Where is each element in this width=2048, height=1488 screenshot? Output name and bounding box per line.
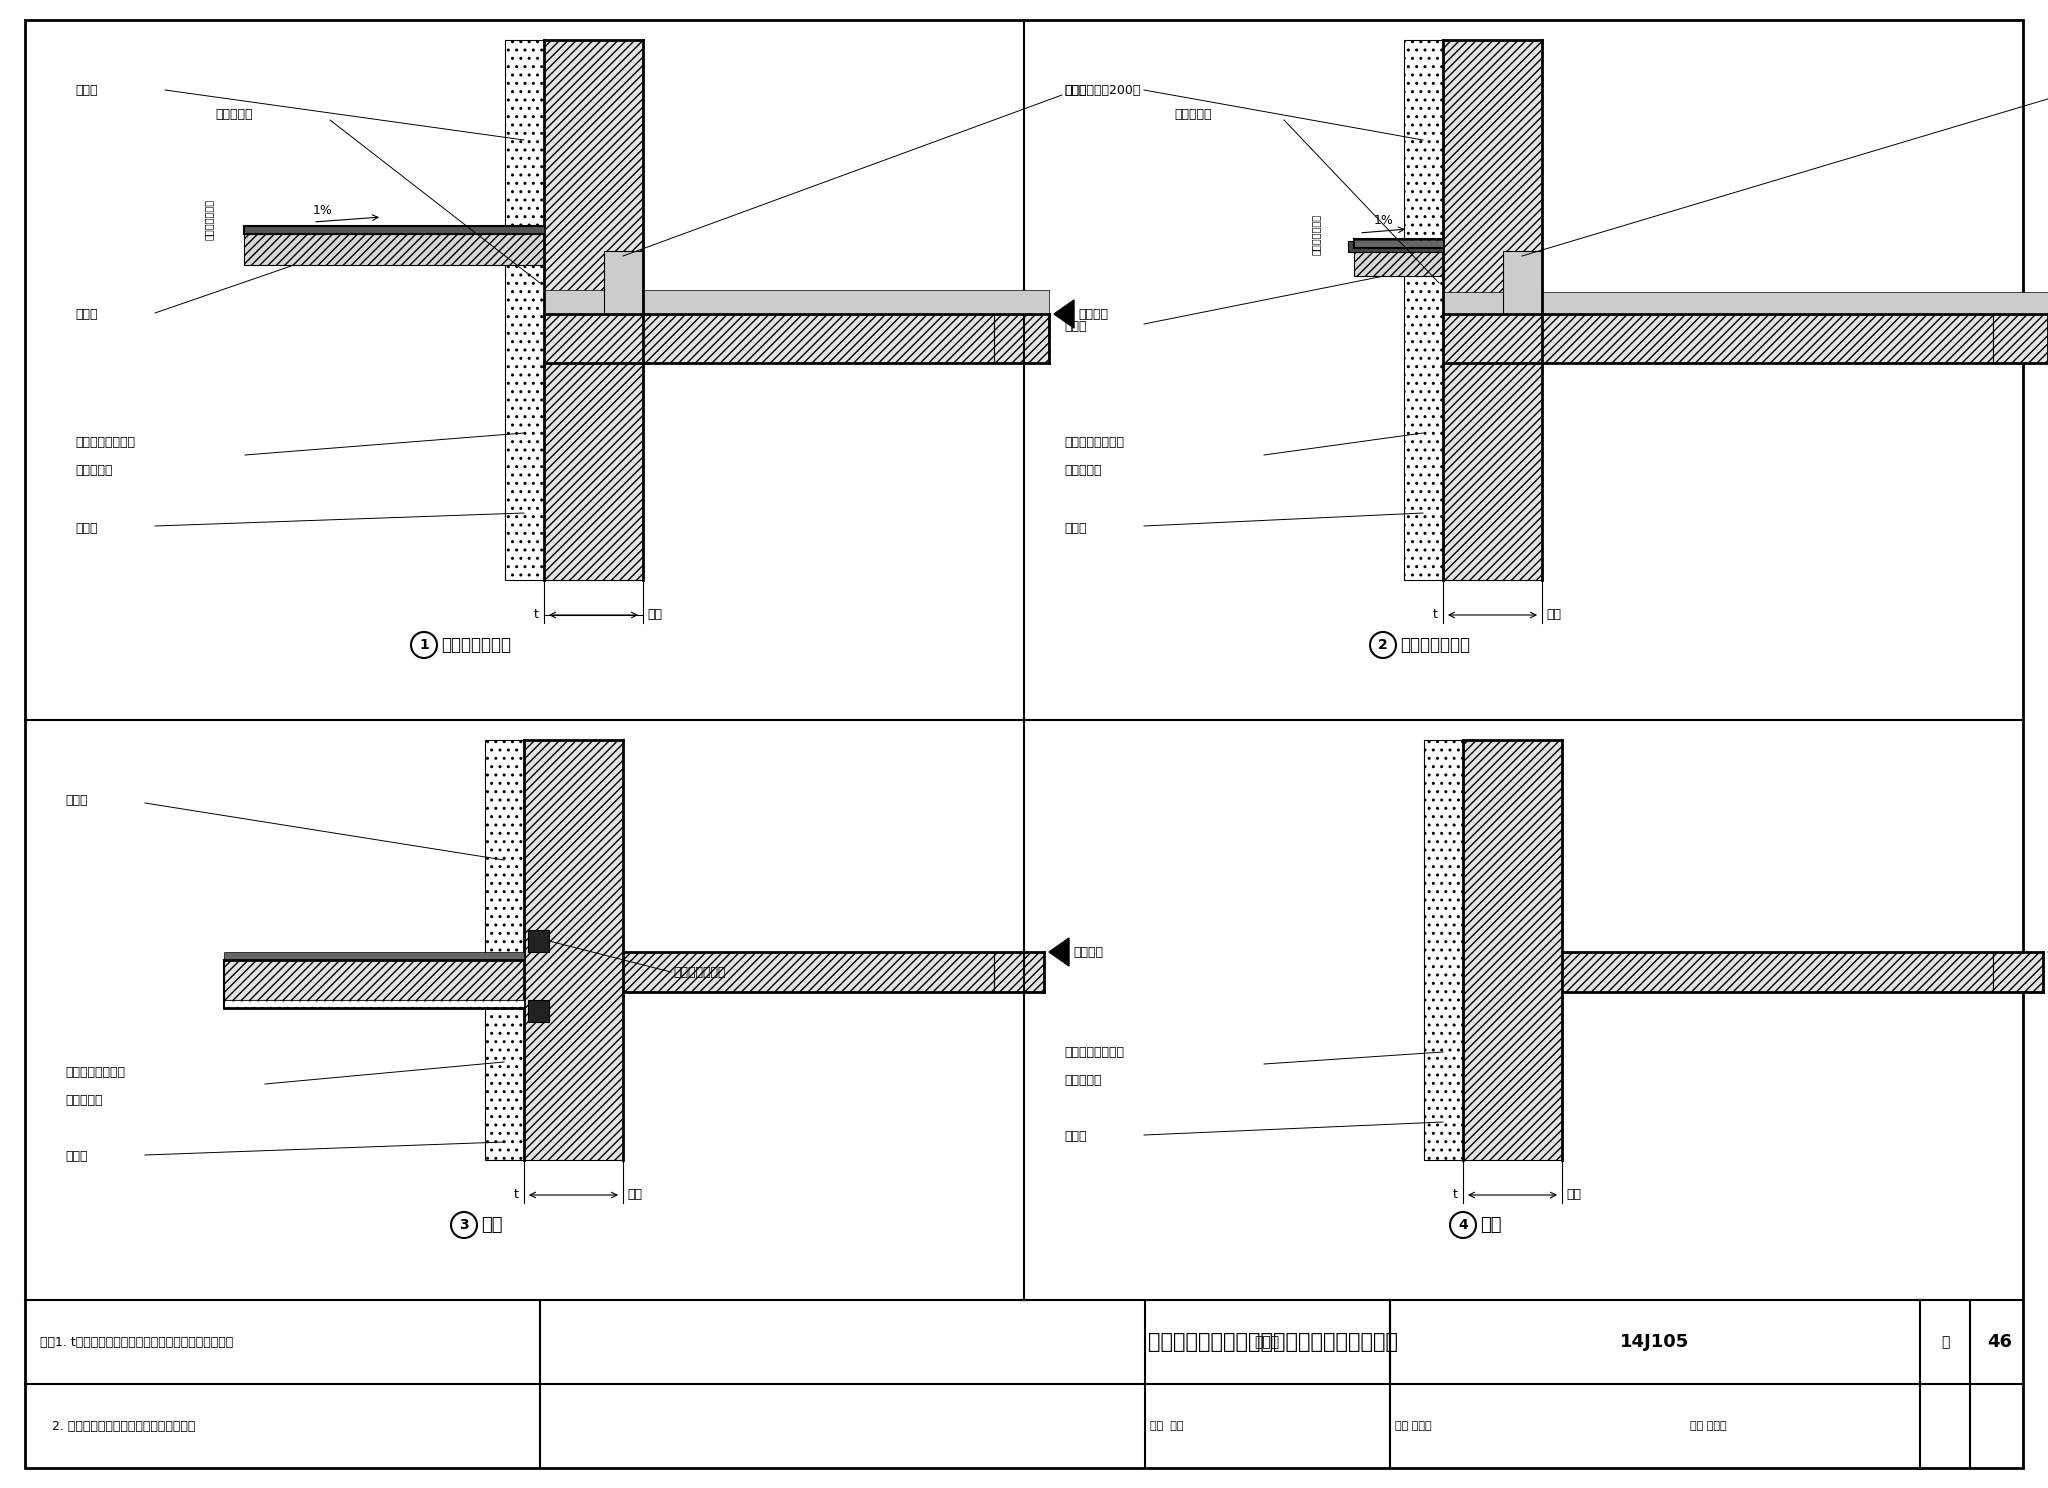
Bar	[506, 40, 545, 580]
Bar	[1444, 292, 2048, 314]
Text: 保温层: 保温层	[66, 1150, 88, 1164]
Text: 按工程设计做法: 按工程设计做法	[205, 198, 213, 240]
Bar	[1354, 248, 1444, 275]
Bar	[528, 930, 549, 952]
Bar	[1405, 40, 1444, 580]
Text: 46: 46	[1987, 1333, 2013, 1351]
Text: 1%: 1%	[1374, 214, 1395, 228]
Text: 排水管: 排水管	[1065, 320, 1087, 332]
Text: t: t	[1434, 609, 1438, 622]
Bar	[1444, 314, 1993, 363]
Text: 保温层: 保温层	[66, 793, 88, 806]
Text: 保温层: 保温层	[1065, 521, 1087, 534]
Text: 外保温墙体空调室外机搁板、阳台、楼板构造: 外保温墙体空调室外机搁板、阳台、楼板构造	[1149, 1332, 1399, 1353]
Text: 14J105: 14J105	[1620, 1333, 1690, 1351]
Text: 按工程设计: 按工程设计	[1065, 464, 1102, 478]
Circle shape	[451, 1213, 477, 1238]
Text: 防水与外饰面做法: 防水与外饰面做法	[1065, 1046, 1124, 1058]
Bar	[528, 1000, 549, 1022]
Text: 墙厚: 墙厚	[1546, 609, 1561, 622]
Text: 墙厚: 墙厚	[647, 609, 662, 622]
Text: 空调室外机搁板: 空调室外机搁板	[440, 635, 512, 655]
Text: 图集号: 图集号	[1255, 1335, 1280, 1350]
Text: 4: 4	[1458, 1219, 1468, 1232]
Polygon shape	[1055, 301, 1073, 327]
Bar	[993, 952, 1044, 992]
Text: t: t	[1454, 1189, 1458, 1201]
Text: 防水与外饰面做法: 防水与外饰面做法	[1065, 436, 1124, 449]
Text: 防水与外饰面做法: 防水与外饰面做法	[66, 1065, 125, 1079]
Bar	[545, 40, 643, 580]
Text: 排水管: 排水管	[76, 308, 98, 321]
Bar	[1444, 40, 1542, 580]
Bar	[524, 740, 623, 1161]
Bar	[1423, 740, 1462, 1161]
Text: 按工程设计: 按工程设计	[1065, 1073, 1102, 1086]
Bar	[623, 952, 993, 992]
Text: 1%: 1%	[313, 204, 334, 216]
Bar	[485, 740, 524, 1161]
Text: 按工程设计: 按工程设计	[1174, 109, 1212, 122]
Text: 空调室外机搁板: 空调室外机搁板	[1401, 635, 1470, 655]
Text: 1: 1	[420, 638, 428, 652]
Bar	[1563, 952, 1993, 992]
Text: 保温层: 保温层	[76, 521, 98, 534]
Text: 2: 2	[1378, 638, 1389, 652]
Text: 楼面标高: 楼面标高	[1073, 945, 1104, 958]
Text: 墙厚: 墙厚	[1567, 1189, 1581, 1201]
Bar	[545, 314, 993, 363]
Circle shape	[1450, 1213, 1477, 1238]
Text: t: t	[514, 1189, 518, 1201]
Text: 设计 李文鹏: 设计 李文鹏	[1690, 1421, 1726, 1431]
Text: 注：1. t为保温层厚度，可参考本图集热工性能表选用。: 注：1. t为保温层厚度，可参考本图集热工性能表选用。	[41, 1336, 233, 1348]
Bar	[1503, 251, 1542, 314]
Polygon shape	[1049, 937, 1069, 966]
Bar	[1993, 952, 2044, 992]
Text: 墙厚: 墙厚	[627, 1189, 641, 1201]
Text: 楼面标高: 楼面标高	[1077, 308, 1108, 320]
Text: 楼板: 楼板	[1481, 1216, 1501, 1234]
Text: 素混凝土翻边200高: 素混凝土翻边200高	[1065, 83, 1141, 97]
Bar	[223, 952, 524, 960]
Bar	[1354, 240, 1444, 248]
Text: 按工程设计: 按工程设计	[66, 1094, 102, 1107]
Text: 页: 页	[1942, 1335, 1950, 1350]
Bar	[1348, 241, 1444, 251]
Bar	[244, 234, 545, 265]
Bar	[604, 251, 643, 314]
Bar	[1462, 740, 1563, 1161]
Text: 审核  葛坚: 审核 葛坚	[1151, 1421, 1184, 1431]
Text: 2. 阳台、空调搁板防水做法按工程设计。: 2. 阳台、空调搁板防水做法按工程设计。	[41, 1420, 195, 1433]
Bar	[993, 314, 1049, 363]
Bar	[1993, 314, 2048, 363]
Circle shape	[412, 632, 436, 658]
Bar	[223, 1000, 524, 1007]
Text: 防水与外饰面做法: 防水与外饰面做法	[76, 436, 135, 449]
Bar	[223, 960, 524, 1000]
Text: t: t	[535, 609, 539, 622]
Text: 发泡聚氨酯灌缝: 发泡聚氨酯灌缝	[674, 966, 725, 979]
Text: 校对 金建明: 校对 金建明	[1395, 1421, 1432, 1431]
Bar	[244, 226, 545, 234]
Circle shape	[1370, 632, 1397, 658]
Text: 阳台: 阳台	[481, 1216, 502, 1234]
Text: 按工程设计: 按工程设计	[76, 464, 113, 478]
Text: 按工程设计: 按工程设计	[215, 109, 252, 122]
Text: 3: 3	[459, 1219, 469, 1232]
Bar	[545, 290, 1049, 314]
Text: 保温层: 保温层	[1065, 83, 1087, 97]
Text: 保温层: 保温层	[1065, 1131, 1087, 1143]
Text: 按工程设计做法: 按工程设计做法	[1311, 213, 1321, 254]
Text: 保温层: 保温层	[76, 83, 98, 97]
